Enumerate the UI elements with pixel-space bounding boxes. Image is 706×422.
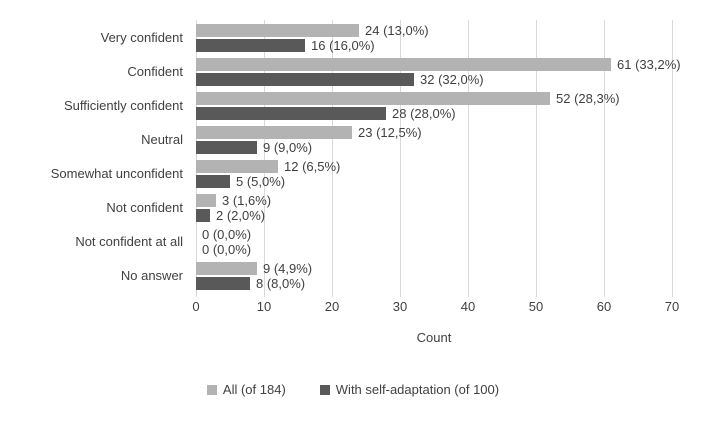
- gridline: [264, 20, 265, 297]
- bar-group: 3 (1,6%) 2 (2,0%): [196, 190, 672, 224]
- bar-group: 23 (12,5%) 9 (9,0%): [196, 122, 672, 156]
- bar-all: [196, 92, 550, 105]
- gridline: [672, 20, 673, 297]
- bar-with-self-adaptation: [196, 107, 386, 120]
- bar-line: 0 (0,0%): [196, 243, 672, 256]
- bar-line: 28 (28,0%): [196, 107, 672, 120]
- bar-value-label: 9 (9,0%): [263, 140, 313, 155]
- bar-value-label: 3 (1,6%): [222, 193, 272, 208]
- category-label: Not confident: [106, 199, 183, 215]
- legend-item: All (of 184): [206, 382, 286, 397]
- category-axis: Very confident Confident Sufficiently conf…: [0, 20, 183, 292]
- bar-line: 23 (12,5%): [196, 126, 672, 139]
- x-tick-label: 60: [596, 299, 612, 314]
- bar-value-label: 0 (0,0%): [202, 242, 252, 257]
- bar-value-label: 23 (12,5%): [358, 125, 422, 140]
- bar-value-label: 52 (28,3%): [556, 91, 620, 106]
- bar-with-self-adaptation: [196, 39, 305, 52]
- gridline: [468, 20, 469, 297]
- bar-value-label: 2 (2,0%): [216, 208, 266, 223]
- bar-line: 24 (13,0%): [196, 24, 672, 37]
- bar-value-label: 0 (0,0%): [202, 227, 252, 242]
- legend: All (of 184) With self-adaptation (of 100…: [0, 382, 706, 397]
- bar-group: 24 (13,0%) 16 (16,0%): [196, 20, 672, 54]
- x-tick-label: 40: [460, 299, 476, 314]
- bar-line: 3 (1,6%): [196, 194, 672, 207]
- bar-all: [196, 24, 359, 37]
- x-tick-label: 20: [324, 299, 340, 314]
- bar-line: 16 (16,0%): [196, 39, 672, 52]
- bar-value-label: 28 (28,0%): [392, 106, 456, 121]
- x-tick-label: 70: [664, 299, 680, 314]
- bar-with-self-adaptation: [196, 141, 257, 154]
- category-label: No answer: [120, 267, 183, 283]
- bar-line: 0 (0,0%): [196, 228, 672, 241]
- bar-value-label: 5 (5,0%): [236, 174, 286, 189]
- bar-line: 2 (2,0%): [196, 209, 672, 222]
- bar-value-label: 16 (16,0%): [311, 38, 375, 53]
- bar-group: 12 (6,5%) 5 (5,0%): [196, 156, 672, 190]
- gridline: [400, 20, 401, 297]
- x-tick-label: 30: [392, 299, 408, 314]
- x-tick-label: 50: [528, 299, 544, 314]
- bar-value-label: 12 (6,5%): [284, 159, 341, 174]
- legend-label: With self-adaptation (of 100): [335, 382, 500, 397]
- bar-line: 52 (28,3%): [196, 92, 672, 105]
- gridline: [536, 20, 537, 297]
- category-label: Very confident: [100, 29, 183, 45]
- gridline: [332, 20, 333, 297]
- bar-group: 0 (0,0%) 0 (0,0%): [196, 224, 672, 258]
- bar-line: 5 (5,0%): [196, 175, 672, 188]
- bar-with-self-adaptation: [196, 209, 210, 222]
- category-label: Not confident at all: [75, 233, 183, 249]
- x-tick-label: 10: [256, 299, 272, 314]
- bar-with-self-adaptation: [196, 175, 230, 188]
- bar-value-label: 8 (8,0%): [256, 276, 306, 291]
- legend-swatch-icon: [206, 384, 217, 395]
- plot-area: 24 (13,0%) 16 (16,0%) 61 (33,2%) 32 (32,0%)…: [196, 20, 681, 297]
- gridline: [196, 20, 197, 297]
- bar-all: [196, 262, 257, 275]
- bar-line: 8 (8,0%): [196, 277, 672, 290]
- bar-all: [196, 194, 216, 207]
- x-tick-label: 0: [192, 299, 200, 314]
- bar-value-label: 32 (32,0%): [420, 72, 484, 87]
- bar-line: 12 (6,5%): [196, 160, 672, 173]
- category-label: Sufficiently confident: [64, 97, 183, 113]
- bar-line: 32 (32,0%): [196, 73, 672, 86]
- category-label: Neutral: [141, 131, 183, 147]
- bar-line: 9 (4,9%): [196, 262, 672, 275]
- category-label: Somewhat unconfident: [50, 165, 183, 181]
- legend-label: All (of 184): [222, 382, 286, 397]
- bar-all: [196, 58, 611, 71]
- legend-item: With self-adaptation (of 100): [319, 382, 500, 397]
- bar-group: 52 (28,3%) 28 (28,0%): [196, 88, 672, 122]
- bar-group: 61 (33,2%) 32 (32,0%): [196, 54, 681, 88]
- bar-all: [196, 160, 278, 173]
- bar-with-self-adaptation: [196, 73, 414, 86]
- category-label: Confident: [127, 63, 183, 79]
- bar-value-label: 61 (33,2%): [617, 57, 681, 72]
- bar-with-self-adaptation: [196, 277, 250, 290]
- gridline: [604, 20, 605, 297]
- x-axis-title: Count: [416, 330, 452, 345]
- x-axis-ticks: 0 10 20 30 40 50 60 70: [192, 299, 679, 315]
- bar-group: 9 (4,9%) 8 (8,0%): [196, 258, 672, 292]
- bar-all: [196, 126, 352, 139]
- bar-value-label: 24 (13,0%): [365, 23, 429, 38]
- bar-value-label: 9 (4,9%): [263, 261, 313, 276]
- bar-line: 9 (9,0%): [196, 141, 672, 154]
- legend-swatch-icon: [319, 384, 330, 395]
- bar-line: 61 (33,2%): [196, 58, 681, 71]
